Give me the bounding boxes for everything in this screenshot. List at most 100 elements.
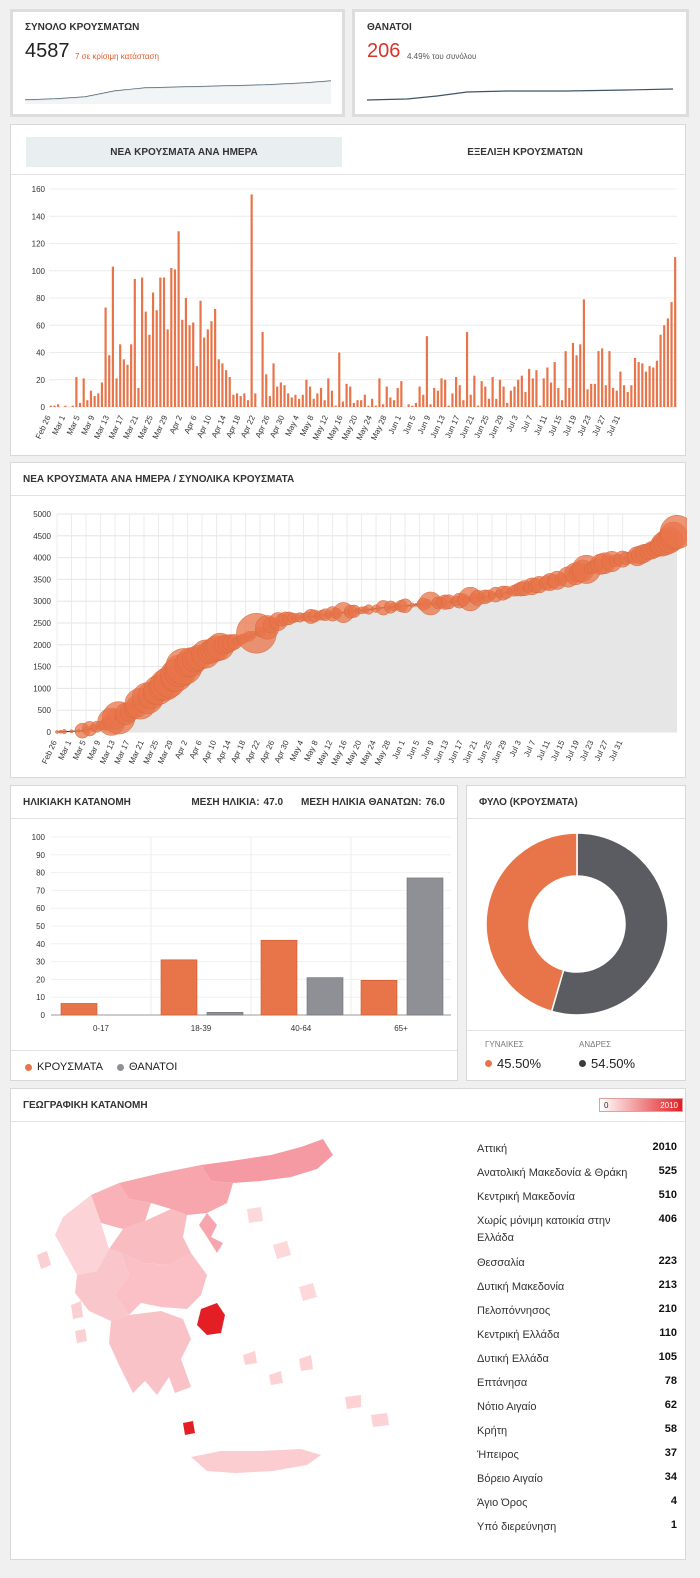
y-tick-label: 0 bbox=[41, 1011, 46, 1020]
bar bbox=[465, 332, 469, 407]
legend-deaths-label: ΘΑΝΑΤΟΙ bbox=[129, 1061, 178, 1073]
deaths-title: ΘΑΝΑΤΟΙ bbox=[367, 22, 412, 33]
bar-cases bbox=[260, 939, 298, 1016]
bar-cases bbox=[160, 959, 198, 1016]
tab-daily-cases[interactable]: ΝΕΑ ΚΡΟΥΣΜΑΤΑ ΑΝΑ ΗΜΕΡΑ bbox=[26, 137, 342, 167]
bar bbox=[509, 390, 512, 407]
bar bbox=[126, 364, 129, 407]
bar bbox=[542, 378, 545, 407]
bar bbox=[181, 319, 184, 407]
cases-dot-icon bbox=[25, 1063, 32, 1071]
tab-cases-evolution[interactable]: ΕΞΕΛΙΞΗ ΚΡΟΥΣΜΑΤΩΝ bbox=[467, 146, 583, 158]
cumulative-title: ΝΕΑ ΚΡΟΥΣΜΑΤΑ ΑΝΑ ΗΜΕΡΑ / ΣΥΝΟΛΙΚΑ ΚΡΟΥΣ… bbox=[23, 474, 295, 485]
men-label: ΑΝΔΡΕΣ bbox=[579, 1040, 612, 1049]
region-name: Θεσσαλία bbox=[477, 1257, 525, 1269]
bar bbox=[78, 402, 82, 407]
region-value: 2010 bbox=[652, 1141, 677, 1153]
bar bbox=[389, 397, 392, 407]
bar bbox=[575, 355, 578, 407]
deaths-card: ΘΑΝΑΤΟΙ 206 4.49% του συνόλου bbox=[352, 9, 689, 117]
bar bbox=[221, 363, 224, 407]
bar bbox=[86, 400, 89, 407]
region-row: Πελοπόννησος 210 bbox=[477, 1303, 677, 1320]
bar bbox=[352, 402, 355, 407]
region-name: Ανατολική Μακεδονία & Θράκη bbox=[477, 1167, 628, 1179]
bar bbox=[612, 387, 615, 407]
bar bbox=[148, 334, 151, 407]
bubble bbox=[409, 602, 415, 608]
bar bbox=[316, 393, 319, 407]
women-value-row: 45.50% bbox=[485, 1056, 541, 1071]
legend-deaths[interactable]: ΘΑΝΑΤΟΙ bbox=[117, 1061, 177, 1073]
cumulative-chart: 0 500 1000 1500 2000 2500 3000 3500 4000 4500 5000… bbox=[33, 510, 687, 767]
bar bbox=[49, 405, 52, 407]
bar bbox=[276, 386, 279, 407]
bar bbox=[75, 377, 78, 407]
y-tick-label: 3500 bbox=[33, 575, 51, 584]
map-region-south-aegean bbox=[243, 1351, 389, 1427]
bar bbox=[473, 375, 476, 407]
bar-cases bbox=[60, 1003, 98, 1016]
region-value: 78 bbox=[664, 1375, 677, 1387]
bar bbox=[71, 405, 74, 407]
bar bbox=[378, 378, 381, 407]
bar bbox=[571, 342, 575, 407]
bubble bbox=[55, 730, 59, 734]
region-row: Κεντρική Ελλάδα 110 bbox=[477, 1327, 677, 1344]
region-value: 213 bbox=[658, 1279, 677, 1291]
bar bbox=[323, 400, 326, 407]
bar-deaths bbox=[406, 877, 444, 1016]
bar bbox=[429, 404, 432, 407]
bar bbox=[159, 277, 162, 407]
region-name: Νότιο Αιγαίο bbox=[477, 1401, 537, 1413]
x-tick-label: Jul 31 bbox=[605, 414, 622, 438]
men-value-row: 54.50% bbox=[579, 1056, 635, 1071]
region-value: 510 bbox=[658, 1189, 677, 1201]
bar bbox=[93, 396, 96, 407]
divider bbox=[467, 1030, 685, 1031]
bar bbox=[192, 322, 195, 407]
bar bbox=[330, 390, 334, 407]
y-tick-label: 80 bbox=[36, 869, 45, 878]
bar bbox=[579, 344, 582, 407]
x-tick-label: 65+ bbox=[394, 1024, 408, 1033]
region-name: Δυτική Ελλάδα bbox=[477, 1353, 549, 1365]
map-region-thessaly bbox=[109, 1209, 191, 1265]
region-value: 210 bbox=[658, 1303, 677, 1315]
region-name: Κεντρική Μακεδονία bbox=[477, 1191, 575, 1203]
bar bbox=[433, 387, 436, 407]
region-row: Νότιο Αιγαίο 62 bbox=[477, 1399, 677, 1416]
bar bbox=[64, 405, 67, 407]
bar bbox=[484, 386, 487, 407]
bar bbox=[108, 355, 111, 407]
bar bbox=[451, 393, 454, 407]
cumulative-area bbox=[57, 532, 677, 732]
region-name: Βόρειο Αιγαίο bbox=[477, 1473, 543, 1485]
bar bbox=[644, 371, 648, 407]
men-dot-icon bbox=[579, 1060, 586, 1067]
bar bbox=[608, 351, 611, 407]
map-region-central-macedonia bbox=[119, 1165, 233, 1215]
age-card: ΗΛΙΚΙΑΚΗ ΚΑΤΑΝΟΜΗ ΜΕΣΗ ΗΛΙΚΙΑ: 47.0 ΜΕΣΗ… bbox=[10, 785, 458, 1081]
map-region-attica bbox=[197, 1303, 225, 1335]
region-value: 525 bbox=[658, 1165, 677, 1177]
region-value: 110 bbox=[659, 1327, 677, 1339]
region-name: Δυτική Μακεδονία bbox=[477, 1281, 565, 1293]
region-row: Άγιο Όρος 4 bbox=[477, 1495, 677, 1512]
region-name: Αττική bbox=[477, 1143, 508, 1155]
divider bbox=[467, 818, 685, 819]
region-row: Θεσσαλία 223 bbox=[477, 1255, 677, 1272]
y-tick-label: 120 bbox=[32, 240, 46, 249]
bar bbox=[564, 351, 567, 407]
x-tick-label: Apr 30 bbox=[268, 414, 286, 440]
men-value: 54.50% bbox=[591, 1056, 636, 1071]
deaths-percent-note: 4.49% του συνόλου bbox=[407, 52, 477, 61]
bar bbox=[305, 379, 308, 407]
y-tick-label: 1000 bbox=[33, 684, 51, 693]
legend-cases[interactable]: ΚΡΟΥΣΜΑΤΑ bbox=[25, 1061, 103, 1073]
bar bbox=[89, 390, 93, 407]
bar bbox=[228, 377, 231, 407]
bar bbox=[531, 378, 534, 407]
bar bbox=[652, 367, 655, 407]
y-tick-label: 90 bbox=[36, 851, 45, 860]
